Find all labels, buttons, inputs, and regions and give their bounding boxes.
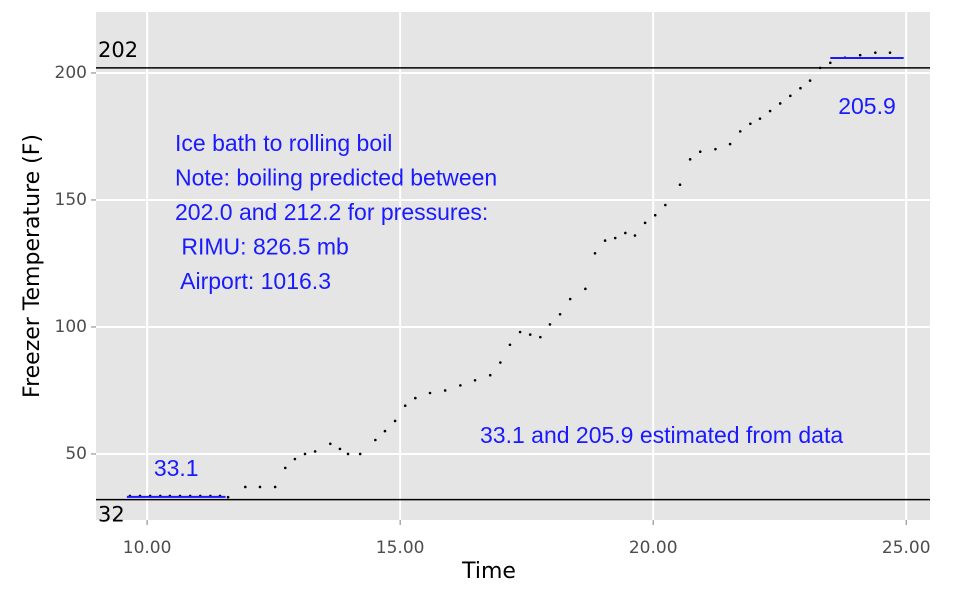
- data-point: [473, 379, 477, 382]
- y-tick-label: 200: [55, 63, 87, 83]
- x-tick-label: 10.00: [123, 538, 172, 558]
- data-point: [778, 102, 782, 105]
- data-point: [558, 312, 562, 316]
- data-point: [428, 391, 432, 395]
- data-point: [528, 333, 532, 336]
- data-point: [488, 373, 492, 377]
- annotation-line: 202.0 and 212.2 for pressures:: [175, 199, 488, 225]
- data-point: [338, 447, 342, 451]
- data-point: [443, 389, 447, 392]
- data-point: [808, 79, 812, 82]
- data-point: [258, 485, 262, 489]
- data-point: [858, 53, 862, 57]
- data-point: [664, 203, 667, 207]
- data-point: [414, 396, 417, 400]
- data-point: [548, 323, 552, 326]
- data-point: [653, 213, 657, 217]
- data-point: [518, 330, 522, 334]
- x-tick-label: 20.00: [629, 538, 678, 558]
- y-tick-label: 150: [55, 190, 87, 210]
- data-point: [613, 236, 617, 240]
- data-point: [593, 252, 597, 255]
- data-point: [678, 183, 682, 187]
- data-point: [789, 94, 792, 98]
- data-point: [273, 485, 277, 489]
- data-point: [603, 239, 607, 242]
- footnote: 33.1 and 205.9 estimated from data: [480, 422, 843, 448]
- data-point: [499, 361, 502, 364]
- reference-label: 202: [98, 38, 138, 62]
- data-point: [313, 450, 317, 453]
- data-point: [584, 287, 587, 291]
- reference-label: 32: [98, 503, 125, 527]
- annotation-line: Ice bath to rolling boil: [175, 130, 392, 156]
- data-point: [346, 452, 350, 456]
- data-point: [698, 150, 702, 153]
- annotation-line: RIMU: 826.5 mb: [175, 234, 349, 260]
- data-point: [303, 452, 307, 456]
- estimate-label: 33.1: [154, 455, 199, 481]
- data-point: [329, 442, 332, 446]
- data-point: [799, 86, 802, 90]
- data-point: [374, 438, 377, 442]
- data-point: [688, 158, 692, 161]
- annotation-line: Airport: 1016.3: [175, 268, 331, 294]
- data-point: [459, 384, 462, 387]
- data-point: [283, 466, 287, 470]
- estimate-label: 205.9: [838, 93, 896, 119]
- data-point: [508, 343, 512, 347]
- data-point: [568, 297, 572, 301]
- data-point: [624, 231, 627, 235]
- annotation-line: Note: boiling predicted between: [175, 165, 497, 191]
- data-point: [714, 147, 717, 151]
- data-point: [358, 452, 362, 456]
- data-point: [758, 117, 762, 120]
- data-point: [643, 221, 647, 225]
- y-axis-title: Freezer Temperature (F): [20, 134, 45, 398]
- data-point: [738, 130, 742, 133]
- x-tick-label: 25.00: [882, 538, 931, 558]
- data-point: [226, 495, 230, 499]
- data-point: [293, 457, 297, 461]
- y-tick-label: 100: [55, 317, 87, 337]
- data-point: [888, 51, 892, 54]
- y-tick-label: 50: [65, 444, 87, 464]
- data-point: [633, 234, 637, 237]
- data-point: [829, 61, 832, 65]
- data-point: [403, 404, 407, 408]
- data-point: [728, 142, 732, 146]
- data-point: [393, 419, 397, 423]
- data-point: [874, 51, 877, 54]
- data-point: [768, 109, 772, 113]
- data-point: [749, 122, 752, 126]
- data-point: [383, 429, 387, 433]
- data-point: [539, 335, 542, 339]
- x-tick-label: 15.00: [376, 538, 425, 558]
- x-axis-title: Time: [461, 559, 516, 584]
- data-point: [243, 485, 247, 489]
